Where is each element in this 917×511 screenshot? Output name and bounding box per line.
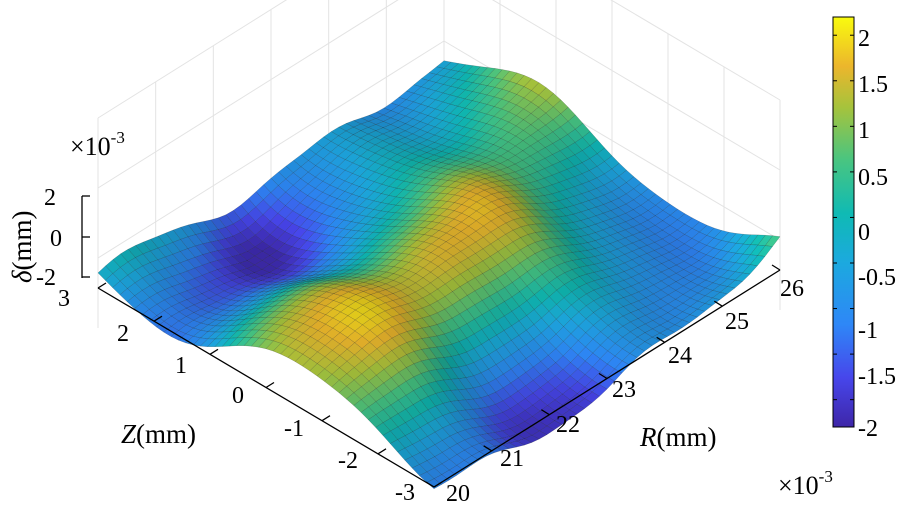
R-ticks (425, 264, 781, 488)
grid-line (97, 0, 288, 119)
Z-axis-label: Z(mm) (121, 419, 196, 449)
grid-line (97, 40, 445, 259)
Z-axis-label-symbol: Z (121, 419, 137, 449)
R-tick-label: 23 (612, 377, 636, 403)
R-tick-label: 25 (725, 309, 749, 335)
grid-line (97, 0, 399, 189)
R-tick (656, 336, 666, 343)
R-tick (598, 372, 608, 380)
surface-cell (666, 324, 683, 333)
R-tick (713, 300, 723, 307)
Z-tick-label: -3 (395, 480, 415, 506)
Z-tick-label: 0 (232, 383, 244, 409)
R-tick-label: 20 (446, 481, 470, 507)
z-tick-label: 2 (44, 185, 56, 211)
surface-cell (651, 332, 668, 342)
z-axis-multiplier: ×10-3 (70, 128, 125, 161)
R-tick-label: 22 (556, 412, 580, 438)
colorbar-tick-label: 2 (858, 26, 870, 52)
z-axis-label: δ(mm) (7, 210, 37, 283)
R-tick-labels: 20 21 22 23 24 25 26 (446, 276, 804, 507)
colorbar-tick-label: -2 (858, 416, 878, 442)
Z-tick-labels: 3 2 1 0 -1 -2 -3 (58, 286, 415, 506)
R-tick-label: 26 (780, 276, 804, 302)
Z-tick (153, 315, 163, 322)
R-tick (771, 264, 781, 271)
colorbar-tick-label: -1 (858, 318, 878, 344)
z-axis-label-symbol: δ (7, 270, 37, 283)
surface-cell (749, 255, 766, 266)
Z-tick-label: -1 (284, 416, 304, 442)
colorbar-ticks (833, 34, 854, 401)
R-axis-label-symbol: R (639, 422, 657, 452)
Z-tick-label: 1 (175, 353, 187, 379)
Z-tick-label: 3 (58, 286, 70, 312)
colorbar-multiplier-base: ×10 (778, 471, 819, 500)
surface-cell (508, 440, 525, 448)
grid-line (491, 0, 781, 171)
colorbar-tick-label: 0 (858, 220, 870, 246)
colorbar-tick-label: 1.5 (858, 72, 888, 98)
Z-tick-label: 2 (117, 321, 129, 347)
colorbar-multiplier: ×10-3 (778, 467, 833, 500)
R-tick (540, 409, 550, 416)
colorbar-tick-labels: 2 1.5 1 0.5 0 -0.5 -1 -1.5 -2 (858, 26, 896, 442)
Z-tick (97, 282, 107, 289)
R-tick (425, 481, 435, 488)
surface-cell (433, 474, 450, 485)
R-tick-label: 24 (668, 343, 692, 369)
colorbar-tick-label: 0.5 (858, 165, 888, 191)
z-axis (81, 195, 90, 278)
colorbar (832, 16, 855, 428)
Z-tick-label: -2 (338, 448, 358, 474)
Z-tick (321, 415, 331, 422)
Z-tick (377, 448, 387, 455)
surface-cell (463, 455, 480, 466)
surface-cell (441, 469, 457, 481)
R-tick (483, 445, 493, 452)
colorbar-multiplier-exponent: -3 (819, 467, 833, 486)
z-axis-multiplier-exponent: -3 (111, 128, 125, 147)
z-axis-multiplier-base: ×10 (70, 132, 111, 161)
z-axis-label-unit: (mm) (7, 210, 37, 270)
Z-ticks (97, 282, 443, 488)
grid-line (610, 0, 781, 101)
Z-tick (433, 481, 443, 488)
colorbar-tick-label: -1.5 (858, 364, 896, 390)
z-tick-label: -2 (36, 265, 56, 291)
R-tick-label: 21 (500, 446, 524, 472)
surface-cell (426, 478, 442, 490)
R-axis-label-unit: (mm) (657, 422, 717, 452)
colorbar-tick-label: 1 (858, 118, 870, 144)
R-axis-label: R(mm) (639, 422, 717, 452)
surface-cell (576, 398, 593, 409)
colorbar-tick-label: -0.5 (858, 265, 896, 291)
Z-tick (209, 348, 219, 355)
Z-axis-label-unit: (mm) (136, 419, 196, 449)
Z-tick (265, 381, 275, 389)
z-tick-label: 0 (50, 226, 62, 252)
surface-mesh (97, 60, 781, 490)
